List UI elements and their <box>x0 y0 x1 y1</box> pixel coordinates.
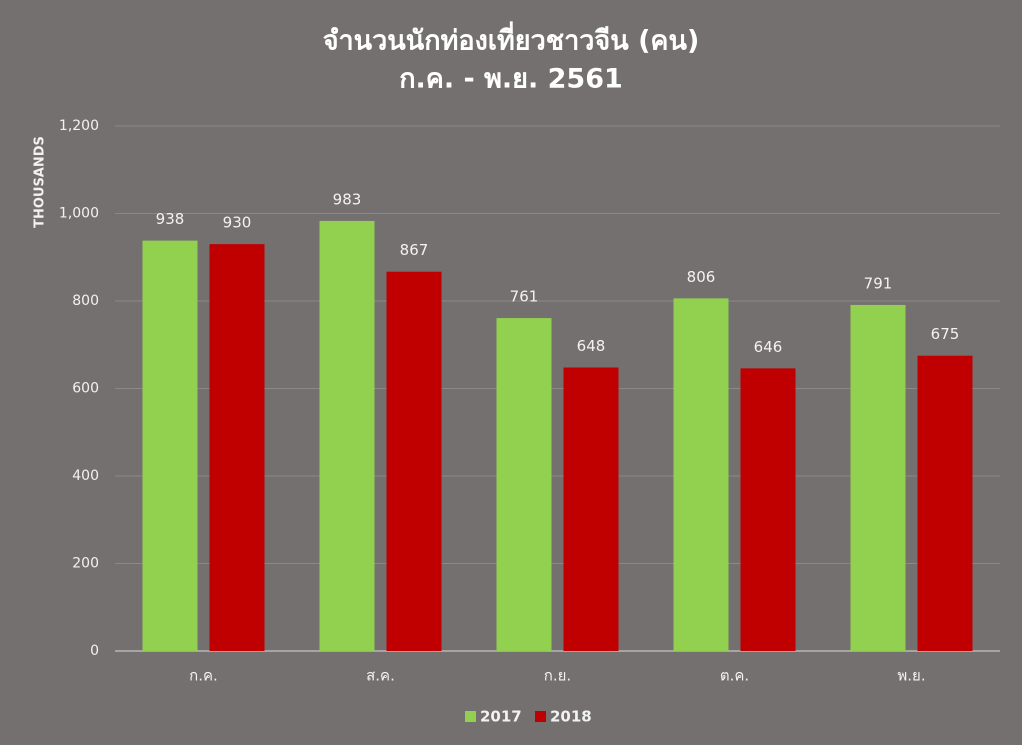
x-tick-label: ต.ค. <box>720 667 749 685</box>
bar <box>496 318 552 651</box>
bar <box>850 304 906 651</box>
bar <box>386 271 442 651</box>
legend-swatch <box>535 711 546 722</box>
value-label: 930 <box>223 214 252 232</box>
value-label: 983 <box>333 190 362 208</box>
value-label: 806 <box>687 268 716 286</box>
value-label: 648 <box>577 337 606 355</box>
y-tick-label: 1,200 <box>59 118 99 134</box>
value-label: 791 <box>864 274 893 292</box>
bar <box>142 240 198 651</box>
value-label: 675 <box>931 325 960 343</box>
y-tick-label: 800 <box>72 293 99 309</box>
y-tick-label: 400 <box>72 468 99 484</box>
y-tick-label: 600 <box>72 381 99 397</box>
x-tick-label: พ.ย. <box>897 667 925 685</box>
x-tick-label: ก.ค. <box>189 667 218 685</box>
x-tick-label: ก.ย. <box>544 667 571 685</box>
value-label: 938 <box>156 210 185 228</box>
x-tick-label: ส.ค. <box>366 667 395 685</box>
chart-title: จำนวนนักท่องเที่ยวชาวจีน (คน) <box>323 21 700 57</box>
chart-subtitle: ก.ค. - พ.ย. 2561 <box>399 64 623 95</box>
y-tick-label: 0 <box>90 643 99 659</box>
value-label: 761 <box>510 288 539 306</box>
y-tick-label: 1,000 <box>59 206 99 222</box>
bar <box>319 220 375 651</box>
y-tick-label: 200 <box>72 556 99 572</box>
legend-label: 2018 <box>550 708 592 726</box>
legend-swatch <box>465 711 476 722</box>
bar <box>740 368 796 651</box>
bar <box>209 244 265 651</box>
value-label: 646 <box>754 338 783 356</box>
legend-label: 2017 <box>480 708 522 726</box>
bar <box>563 367 619 651</box>
y-axis-title: THOUSANDS <box>33 136 48 228</box>
bar <box>917 355 973 651</box>
bar <box>673 298 729 651</box>
value-label: 867 <box>400 241 429 259</box>
